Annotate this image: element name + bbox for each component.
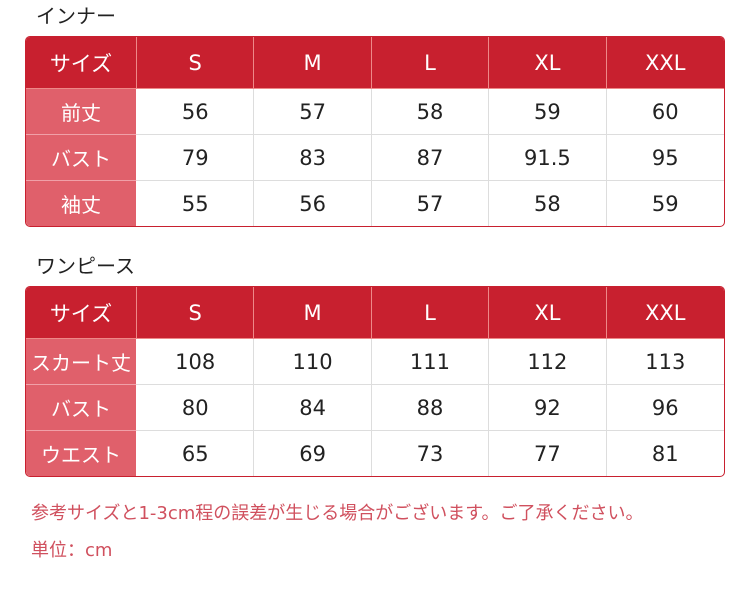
value-cell: 80: [137, 385, 255, 431]
header-cell: S: [137, 287, 255, 339]
value-cell: 112: [489, 339, 607, 385]
table-row: スカート丈 108 110 111 112 113: [26, 339, 724, 385]
disclaimer-note: 参考サイズと1-3cm程の誤差が生じる場合がございます。ご了承ください。: [31, 503, 644, 524]
row-label: 袖丈: [26, 181, 137, 226]
value-cell: 58: [371, 89, 490, 135]
header-cell: S: [137, 37, 255, 89]
header-cell: XXL: [606, 37, 724, 89]
value-cell: 84: [254, 385, 372, 431]
header-cell: M: [254, 37, 372, 89]
value-cell: 88: [371, 385, 490, 431]
value-cell: 69: [254, 431, 372, 476]
header-cell: サイズ: [26, 37, 137, 89]
header-cell: M: [254, 287, 372, 339]
value-cell: 65: [137, 431, 255, 476]
value-cell: 60: [606, 89, 724, 135]
value-cell: 108: [137, 339, 255, 385]
table-title: ワンピース: [36, 254, 135, 278]
row-label: ウエスト: [26, 431, 137, 476]
value-cell: 73: [372, 431, 490, 476]
value-cell: 58: [489, 181, 607, 226]
value-cell: 113: [606, 339, 724, 385]
header-row: サイズ S M L XL XXL: [26, 37, 724, 89]
header-cell: XXL: [606, 287, 724, 339]
row-label: スカート丈: [26, 339, 137, 385]
value-cell: 59: [489, 89, 607, 135]
table-title: インナー: [36, 4, 116, 28]
value-cell: 87: [371, 135, 490, 181]
value-cell: 55: [137, 181, 255, 226]
value-cell: 96: [606, 385, 724, 431]
value-cell: 91.5: [489, 135, 607, 181]
row-label: バスト: [26, 135, 137, 181]
header-cell: XL: [489, 287, 607, 339]
value-cell: 81: [651, 441, 679, 466]
value-cell: 95: [606, 135, 724, 181]
table-row: バスト 80 84 88 92 96: [26, 385, 724, 431]
value-cell: 57: [254, 89, 372, 135]
value-cell: 92: [489, 385, 607, 431]
value-cell: 59: [651, 191, 679, 216]
value-cell: 57: [372, 181, 490, 226]
table-row: 袖丈 55 56 57 58 59: [26, 181, 724, 226]
size-table: サイズ S M L XL XXL スカート丈 108 110 111 112 113 バスト 80 84 88…: [25, 286, 725, 477]
header-cell: XL: [489, 37, 607, 89]
table-row: ウエスト 65 69 73 77 81: [26, 431, 724, 476]
value-cell: 56: [137, 89, 255, 135]
header-cell: サイズ: [26, 287, 137, 339]
table-row: 前丈 56 57 58 59 60: [26, 89, 724, 135]
value-cell: 83: [254, 135, 372, 181]
unit-note: 単位：cm: [31, 540, 113, 561]
header-cell: L: [371, 287, 490, 339]
header-row: サイズ S M L XL XXL: [26, 287, 724, 339]
table-row: バスト 79 83 87 91.5 95: [26, 135, 724, 181]
value-cell: 79: [137, 135, 255, 181]
value-cell: 111: [371, 339, 490, 385]
value-cell: 56: [254, 181, 372, 226]
value-cell: 110: [254, 339, 372, 385]
size-table: サイズ S M L XL XXL 前丈 56 57 58 59 60 バスト 79 83 87 91.5 95 袖丈…: [25, 36, 725, 227]
header-cell: L: [371, 37, 490, 89]
row-label: 前丈: [26, 89, 137, 135]
value-cell: 77: [489, 431, 607, 476]
row-label: バスト: [26, 385, 137, 431]
